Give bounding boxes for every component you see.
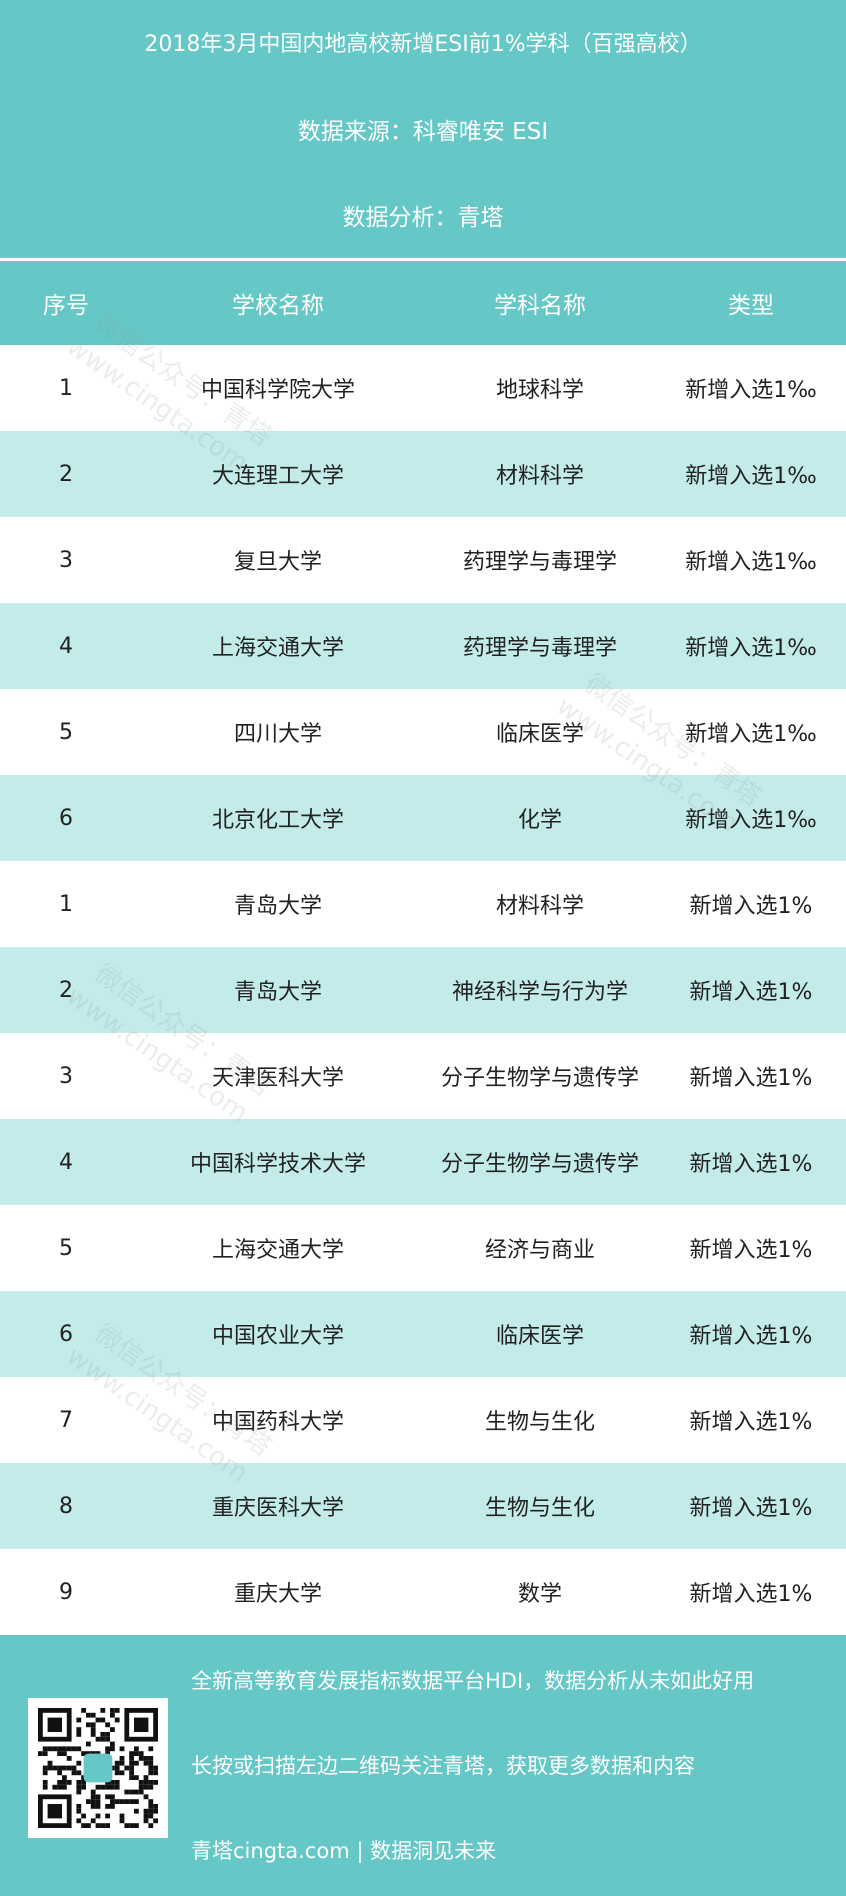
cell-index: 1 xyxy=(59,891,73,917)
cell-school: 上海交通大学 xyxy=(211,1238,344,1263)
cell-type: 新增入选1% xyxy=(689,1152,813,1177)
cell-type: 新增入选1‰ xyxy=(685,378,817,403)
cell-subject: 生物与生化 xyxy=(484,1496,595,1521)
table-row: 3 天津医科大学 分子生物学与遗传学 新增入选1% xyxy=(0,1033,846,1119)
cell-subject: 化学 xyxy=(517,808,562,833)
cell-index: 9 xyxy=(59,1579,73,1605)
cell-index: 6 xyxy=(59,805,73,831)
cell-subject: 经济与商业 xyxy=(484,1238,595,1263)
cell-subject: 分子生物学与遗传学 xyxy=(440,1066,639,1091)
data-source: 数据来源：科睿唯安 ESI xyxy=(297,119,549,145)
col-header-index: 序号 xyxy=(43,293,89,319)
cell-index: 7 xyxy=(59,1407,73,1433)
cell-index: 4 xyxy=(59,1149,73,1175)
cell-index: 2 xyxy=(59,461,73,487)
page-title: 2018年3月中国内地高校新增ESI前1%学科（百强高校） xyxy=(144,32,702,57)
table-row: 9 重庆大学 数学 新增入选1% xyxy=(0,1549,846,1635)
table-row: 2 大连理工大学 材料科学 新增入选1‰ xyxy=(0,431,846,517)
cell-school: 复旦大学 xyxy=(233,550,322,575)
qr-code-icon xyxy=(28,1698,168,1838)
table-row: 5 四川大学 临床医学 新增入选1‰ xyxy=(0,689,846,775)
cell-index: 1 xyxy=(59,375,73,401)
col-header-school: 学校名称 xyxy=(232,293,324,319)
table-header: 序号 学校名称 学科名称 类型 xyxy=(0,261,846,345)
cell-subject: 地球科学 xyxy=(495,378,584,403)
cell-index: 3 xyxy=(59,547,73,573)
cell-subject: 药理学与毒理学 xyxy=(462,550,617,575)
table-row: 1 中国科学院大学 地球科学 新增入选1‰ xyxy=(0,345,846,431)
cell-index: 4 xyxy=(59,633,73,659)
cell-index: 8 xyxy=(59,1493,73,1519)
cell-school: 重庆大学 xyxy=(233,1582,322,1607)
cell-index: 6 xyxy=(59,1321,73,1347)
cell-school: 中国科学技术大学 xyxy=(189,1152,366,1177)
cell-type: 新增入选1‰ xyxy=(685,550,817,575)
col-header-subject: 学科名称 xyxy=(494,293,586,319)
footer-line-2: 长按或扫描左边二维码关注青塔，获取更多数据和内容 xyxy=(191,1754,695,1778)
cell-type: 新增入选1‰ xyxy=(685,808,817,833)
cell-type: 新增入选1% xyxy=(689,1238,813,1263)
cell-school: 天津医科大学 xyxy=(211,1066,344,1091)
cell-type: 新增入选1% xyxy=(689,1066,813,1091)
cell-school: 北京化工大学 xyxy=(211,808,344,833)
table-row: 6 北京化工大学 化学 新增入选1‰ xyxy=(0,775,846,861)
cell-subject: 药理学与毒理学 xyxy=(462,636,617,661)
cell-school: 四川大学 xyxy=(233,722,322,747)
cell-type: 新增入选1% xyxy=(689,1410,813,1435)
table-row: 6 中国农业大学 临床医学 新增入选1% xyxy=(0,1291,846,1377)
divider xyxy=(0,258,846,261)
cell-subject: 材料科学 xyxy=(495,464,584,489)
cell-subject: 临床医学 xyxy=(495,1324,584,1349)
cell-index: 2 xyxy=(59,977,73,1003)
cell-subject: 数学 xyxy=(517,1582,562,1607)
cell-type: 新增入选1% xyxy=(689,894,813,919)
cell-school: 青岛大学 xyxy=(233,980,322,1005)
cell-index: 5 xyxy=(59,719,73,745)
footer-line-1: 全新高等教育发展指标数据平台HDI，数据分析从未如此好用 xyxy=(191,1669,755,1693)
header-banner: 2018年3月中国内地高校新增ESI前1%学科（百强高校） 数据来源：科睿唯安 … xyxy=(0,0,846,258)
cell-school: 中国科学院大学 xyxy=(200,378,355,403)
cell-subject: 生物与生化 xyxy=(484,1410,595,1435)
table-row: 2 青岛大学 神经科学与行为学 新增入选1% xyxy=(0,947,846,1033)
cell-school: 中国农业大学 xyxy=(211,1324,344,1349)
cell-subject: 材料科学 xyxy=(495,894,584,919)
table-row: 5 上海交通大学 经济与商业 新增入选1% xyxy=(0,1205,846,1291)
cell-type: 新增入选1‰ xyxy=(685,722,817,747)
table-row: 7 中国药科大学 生物与生化 新增入选1% xyxy=(0,1377,846,1463)
table-row: 8 重庆医科大学 生物与生化 新增入选1% xyxy=(0,1463,846,1549)
cell-school: 大连理工大学 xyxy=(211,464,344,489)
cell-subject: 神经科学与行为学 xyxy=(451,980,628,1005)
cell-type: 新增入选1% xyxy=(689,1324,813,1349)
col-header-type: 类型 xyxy=(728,293,774,319)
cell-type: 新增入选1% xyxy=(689,1496,813,1521)
cell-school: 重庆医科大学 xyxy=(211,1496,344,1521)
cell-type: 新增入选1‰ xyxy=(685,464,817,489)
table-row: 4 中国科学技术大学 分子生物学与遗传学 新增入选1% xyxy=(0,1119,846,1205)
cell-index: 5 xyxy=(59,1235,73,1261)
table-row: 4 上海交通大学 药理学与毒理学 新增入选1‰ xyxy=(0,603,846,689)
cell-school: 上海交通大学 xyxy=(211,636,344,661)
cell-subject: 分子生物学与遗传学 xyxy=(440,1152,639,1177)
cell-type: 新增入选1‰ xyxy=(685,636,817,661)
cell-type: 新增入选1% xyxy=(689,1582,813,1607)
cell-index: 3 xyxy=(59,1063,73,1089)
cell-subject: 临床医学 xyxy=(495,722,584,747)
cell-school: 青岛大学 xyxy=(233,894,322,919)
cell-school: 中国药科大学 xyxy=(211,1410,344,1435)
data-analysis: 数据分析：青塔 xyxy=(342,205,504,231)
table-row: 1 青岛大学 材料科学 新增入选1% xyxy=(0,861,846,947)
cell-type: 新增入选1% xyxy=(689,980,813,1005)
table-row: 3 复旦大学 药理学与毒理学 新增入选1‰ xyxy=(0,517,846,603)
footer-line-3: 青塔cingta.com | 数据洞见未来 xyxy=(191,1839,497,1863)
